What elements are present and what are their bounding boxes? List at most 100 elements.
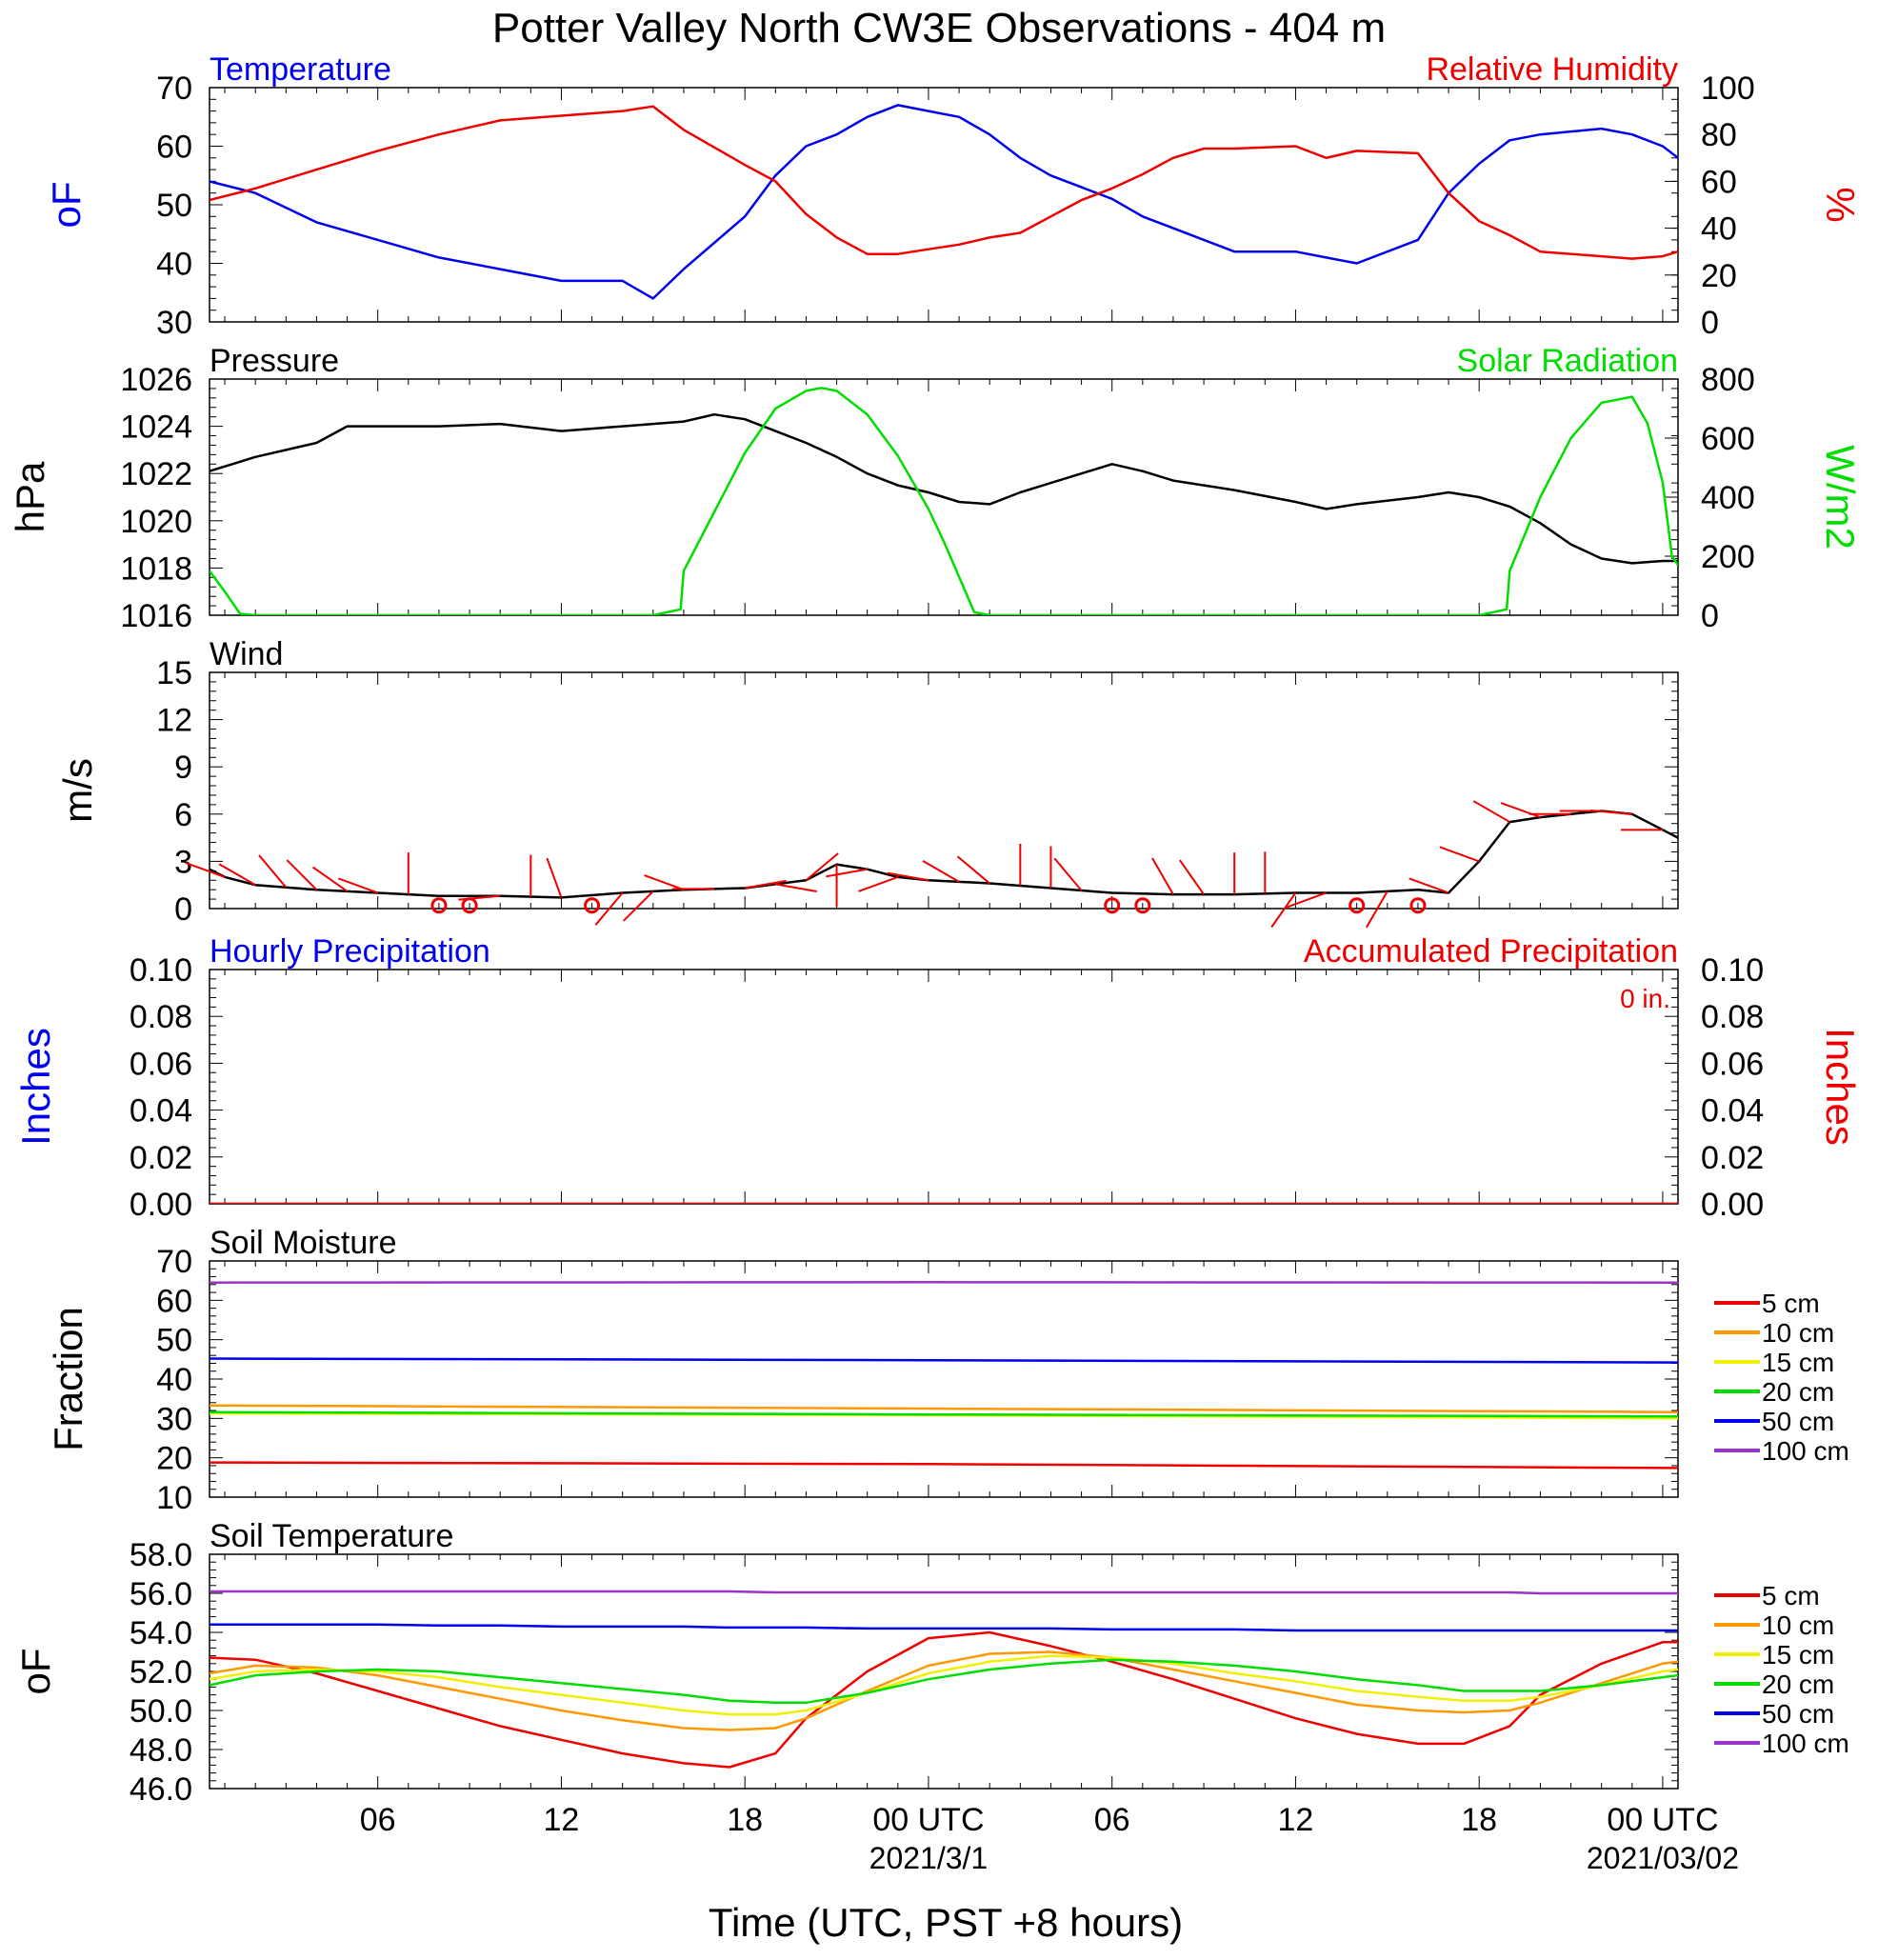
y-tick-label-left: 1020 [120, 504, 192, 540]
series-line-100-cm [210, 1590, 1678, 1595]
x-tick-label: 06 [360, 1802, 396, 1838]
wind-calm-marker [1104, 897, 1121, 914]
y-tick-label-left: 0.08 [130, 999, 192, 1035]
y-tick-label-left: 6 [174, 797, 192, 833]
panel-title-left: Hourly Precipitation [210, 933, 490, 970]
wind-calm-marker [1134, 897, 1151, 914]
chart-title: Potter Valley North CW3E Observations - … [492, 5, 1386, 51]
panel-wind: 0 3 6 9 12 15 Wind m/s [55, 636, 1679, 929]
wind-barb [1053, 857, 1083, 891]
y-tick-label-right: 0.02 [1701, 1140, 1764, 1176]
y-tick-label-right: 0.00 [1701, 1187, 1764, 1223]
wind-barb [1408, 877, 1449, 894]
y-tick-label-right: 600 [1701, 421, 1755, 457]
legend-label: 10 cm [1762, 1610, 1834, 1640]
plot-frame [209, 87, 1679, 323]
y-tick-label-right: 100 [1701, 70, 1755, 107]
y-tick-label-left: 58.0 [130, 1537, 192, 1573]
panel-precip: 0.00 0.02 0.04 0.06 0.08 0.10 0.00 0.02 0.04 0.06… [13, 933, 1863, 1223]
series-line-20-cm [210, 1658, 1678, 1705]
series-line-10-cm [210, 1650, 1678, 1731]
y-tick-label-left: 30 [156, 1401, 192, 1437]
y-tick-label-left: 50 [156, 188, 192, 224]
legend-label: 5 cm [1762, 1289, 1820, 1318]
x-tick-label: 12 [544, 1802, 580, 1838]
y-tick-label-right: 400 [1701, 480, 1755, 516]
panel-title-right: Accumulated Precipitation [1304, 933, 1678, 970]
wind-calm-marker [1409, 897, 1427, 914]
panel-annotation: 0 in. [1620, 984, 1670, 1013]
y-tick-label-right: 200 [1701, 539, 1755, 575]
plot-frame [209, 969, 1679, 1205]
y-tick-label-left: 30 [156, 305, 192, 341]
wind-calm-marker [430, 897, 448, 914]
wind-barb [887, 871, 929, 882]
y-tick-label-left: 54.0 [130, 1615, 192, 1651]
panel-pressure_solar: 1016 1018 1020 1022 1024 1026 0 200 400 600 800 Pre… [8, 343, 1863, 634]
wind-barb [185, 861, 226, 878]
wind-barb [594, 891, 624, 926]
legend-label: 20 cm [1762, 1377, 1834, 1407]
plot-frame [209, 1260, 1679, 1498]
wind-barb [1270, 891, 1297, 929]
wind-barb [311, 866, 349, 892]
y-tick-label-right: 0 [1701, 305, 1719, 341]
wind-barb [1500, 802, 1541, 819]
y-tick-label-left: 60 [156, 130, 192, 166]
legend-label: 10 cm [1762, 1318, 1834, 1348]
y-tick-label-left: 50.0 [130, 1693, 192, 1730]
y-tick-label-left: 50 [156, 1323, 192, 1359]
series-line-solar-radiation [210, 387, 1678, 615]
series-line-50-cm [210, 1623, 1678, 1632]
x-tick-label: 00 UTC [872, 1802, 984, 1838]
wind-barb [956, 855, 990, 885]
legend-label: 15 cm [1762, 1348, 1834, 1377]
wind-barb [805, 852, 839, 882]
y-tick-label-left: 1026 [120, 362, 192, 398]
legend-label: 100 cm [1762, 1729, 1849, 1758]
wind-barb [546, 857, 563, 898]
x-tick-label: 00 UTC [1607, 1802, 1718, 1838]
panel-title-left: Soil Temperature [210, 1518, 453, 1554]
y-tick-label-left: 52.0 [130, 1654, 192, 1690]
y-axis-label-left: m/s [55, 758, 100, 823]
x-date-label: 2021/3/1 [869, 1841, 989, 1875]
y-tick-label-left: 20 [156, 1441, 192, 1477]
series-line-temperature [210, 104, 1678, 300]
y-axis-label-left: Inches [13, 1028, 58, 1146]
x-tick-label: 06 [1094, 1802, 1130, 1838]
y-tick-label-right: 60 [1701, 164, 1737, 200]
x-tick-label: 18 [727, 1802, 763, 1838]
y-tick-label-left: 1024 [120, 410, 192, 446]
y-tick-label-left: 0.02 [130, 1140, 192, 1176]
y-tick-label-left: 12 [156, 703, 192, 739]
panel-title-left: Pressure [210, 343, 339, 379]
series-group [210, 1281, 1678, 1470]
wind-barb [644, 874, 685, 891]
x-axis-title: Time (UTC, PST +8 hours) [709, 1900, 1183, 1945]
series-line-5-cm [210, 1461, 1678, 1470]
legend-label: 20 cm [1762, 1670, 1834, 1699]
series-group [210, 387, 1678, 615]
series-group [210, 104, 1678, 300]
y-axis-label-right: % [1818, 187, 1863, 222]
y-tick-label-right: 80 [1701, 117, 1737, 153]
y-tick-label-left: 46.0 [130, 1771, 192, 1808]
series-line-5-cm [210, 1630, 1678, 1769]
y-tick-label-right: 800 [1701, 362, 1755, 398]
wind-barb [745, 879, 787, 890]
y-tick-label-left: 48.0 [130, 1732, 192, 1769]
x-tick-label: 12 [1278, 1802, 1314, 1838]
wind-barbs-group [185, 800, 1663, 929]
y-axis-label-right: Inches [1818, 1028, 1863, 1146]
y-tick-label-right: 20 [1701, 258, 1737, 294]
y-tick-label-left: 0.10 [130, 952, 192, 989]
y-tick-label-left: 0.06 [130, 1046, 192, 1082]
y-tick-label-left: 1022 [120, 456, 192, 492]
y-tick-label-left: 60 [156, 1283, 192, 1319]
panel-title-right: Solar Radiation [1457, 343, 1678, 379]
wind-barb [258, 854, 288, 889]
y-tick-label-left: 40 [156, 247, 192, 283]
